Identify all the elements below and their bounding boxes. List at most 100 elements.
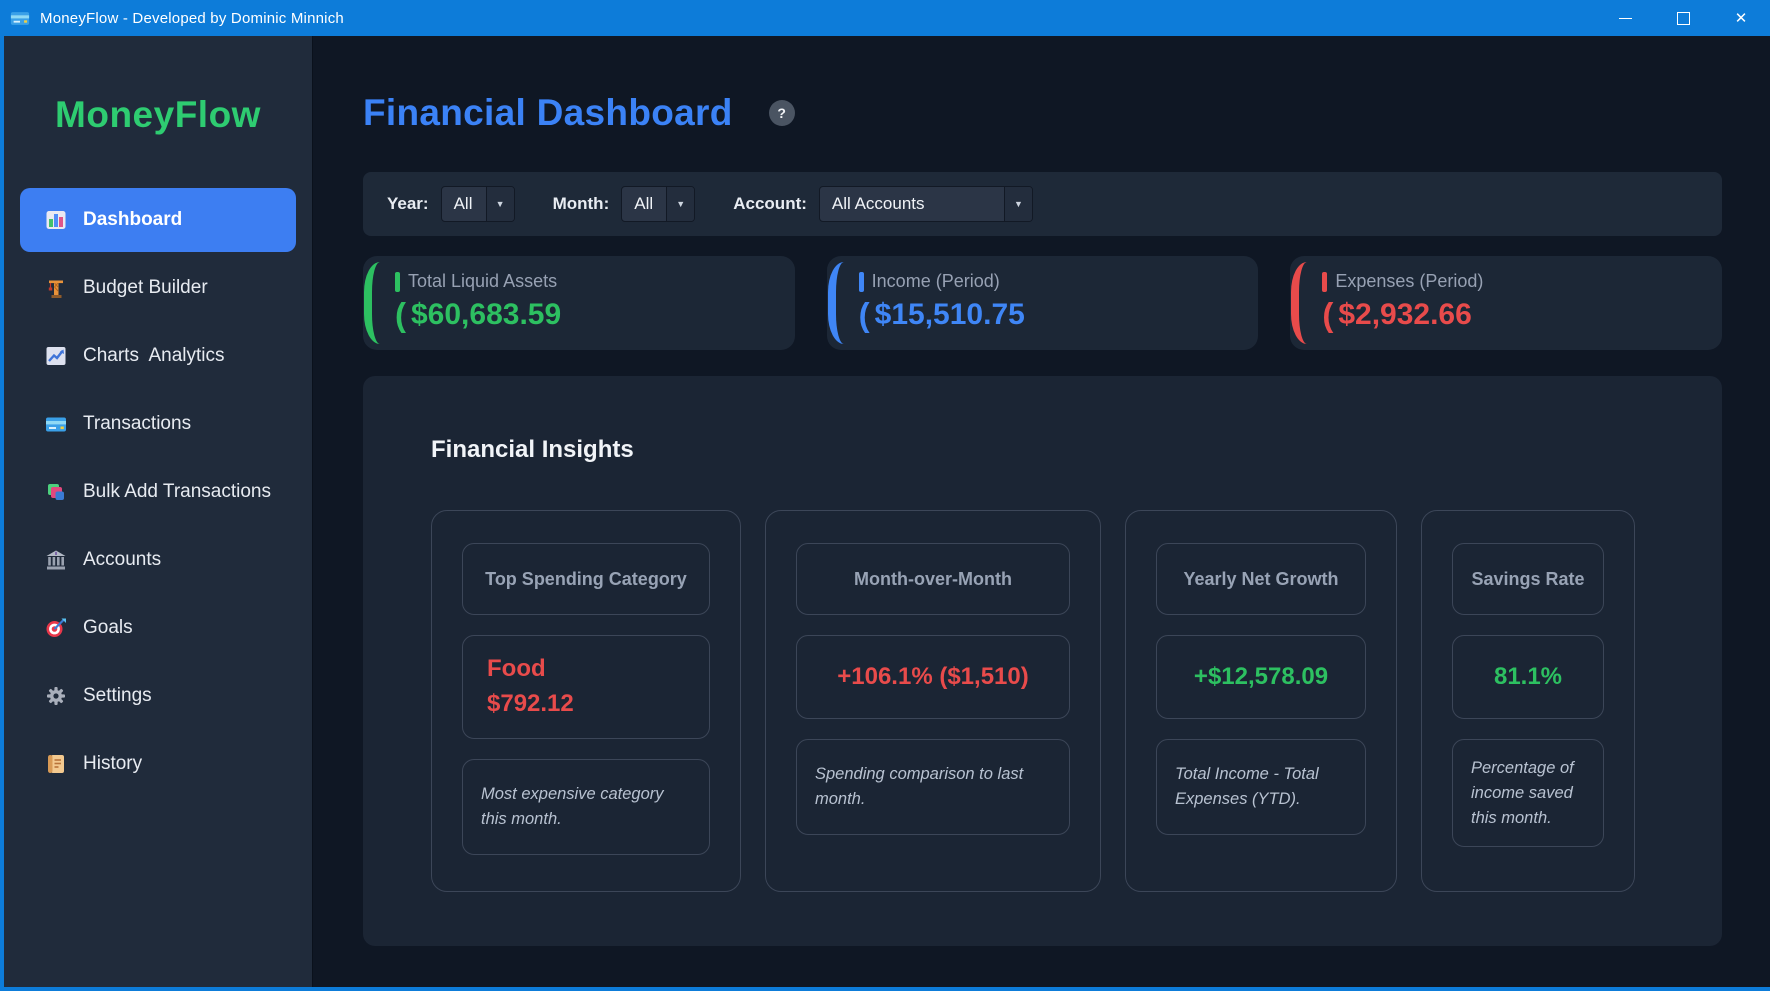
insight-value-line: Food (487, 655, 546, 683)
insight-card-top-spending-category: Top Spending Category Food $792.12 Most … (431, 510, 741, 892)
sidebar-item-bulk-add-transactions[interactable]: Bulk Add Transactions (20, 460, 296, 524)
stat-label: Expenses (Period) (1335, 271, 1484, 291)
insight-card-caption: Percentage of income saved this month. (1452, 739, 1604, 848)
insight-value-line: $792.12 (487, 690, 574, 717)
stat-color-bar (395, 271, 400, 292)
stat-card-expenses-period: Expenses (Period) ( $2,932.66 (1290, 256, 1723, 350)
insights-title: Financial Insights (431, 436, 634, 463)
insight-card-title: Yearly Net Growth (1156, 543, 1366, 615)
chevron-down-icon[interactable]: ▼ (666, 187, 695, 221)
app-logo: MoneyFlow (55, 94, 261, 135)
month-filter-label: Month: (552, 194, 610, 213)
sidebar-item-transactions[interactable]: Transactions (20, 392, 296, 456)
stat-card-income-period: Income (Period) ( $15,510.75 (826, 256, 1259, 350)
account-dropdown[interactable]: All Accounts ▼ (818, 186, 1033, 222)
sidebar-item-dashboard[interactable]: Dashboard (20, 188, 296, 252)
year-filter-label: Year: (387, 194, 429, 213)
main-content: Financial Dashboard ? Year: All ▼ Month:… (313, 36, 1770, 987)
insight-card-value: Food $792.12 (462, 635, 710, 739)
window-body: MoneyFlow Dashboard (0, 36, 1770, 991)
stat-card-total-liquid-assets: Total Liquid Assets ( $60,683.59 (363, 256, 795, 350)
sidebar-item-settings[interactable]: Settings (20, 664, 296, 728)
filter-bar: Year: All ▼ Month: All ▼ Account: All Ac… (363, 172, 1722, 236)
account-filter-label: Account: (733, 194, 807, 213)
sidebar-item-label: Charts Analytics (83, 345, 225, 366)
minimize-button[interactable] (1596, 0, 1654, 36)
stat-value: $15,510.75 (874, 298, 1025, 331)
insight-card-value: +106.1% ($1,510) (796, 635, 1070, 719)
sidebar-item-charts-analytics[interactable]: Charts Analytics (20, 324, 296, 388)
insight-value-line: +106.1% ($1,510) (837, 662, 1029, 690)
sidebar-item-label: Dashboard (83, 209, 183, 230)
stat-color-bar (858, 271, 864, 292)
sidebar-item-label: Bulk Add Transactions (83, 481, 271, 502)
chevron-down-icon[interactable]: ▼ (485, 187, 514, 221)
bracket-decoration (364, 262, 388, 344)
sidebar-item-label: Transactions (83, 413, 192, 434)
insight-value-line: +$12,578.09 (1193, 662, 1329, 690)
paren-decoration: ( (395, 296, 406, 333)
insight-card-title: Top Spending Category (462, 543, 710, 615)
minimize-icon (1618, 17, 1632, 19)
paren-decoration: ( (1322, 296, 1334, 333)
bar-chart-icon (44, 209, 68, 231)
bracket-decoration (827, 262, 852, 344)
stacked-cards-icon (44, 481, 68, 503)
bracket-decoration (1291, 262, 1315, 344)
insight-card-title: Month-over-Month (796, 543, 1070, 615)
maximize-icon (1676, 11, 1690, 25)
window-controls: ✕ (1596, 0, 1770, 36)
sidebar-nav: Dashboard (4, 188, 312, 796)
chevron-down-icon[interactable]: ▼ (1003, 187, 1032, 221)
insight-card-title: Savings Rate (1452, 543, 1604, 615)
month-dropdown-value: All (634, 194, 654, 213)
sidebar-item-history[interactable]: History (20, 732, 296, 796)
window-title: MoneyFlow - Developed by Dominic Minnich (40, 9, 344, 27)
sidebar-item-label: History (83, 753, 143, 774)
financial-insights-panel: Financial Insights Top Spending Category… (363, 376, 1722, 946)
sidebar-item-label: Settings (83, 685, 152, 706)
year-dropdown[interactable]: All ▼ (440, 186, 515, 222)
close-button[interactable]: ✕ (1712, 0, 1770, 36)
insight-card-caption: Most expensive category this month. (462, 759, 710, 855)
scroll-icon (44, 753, 68, 775)
page-header: Financial Dashboard ? (363, 92, 1722, 134)
sidebar-item-label: Budget Builder (83, 277, 208, 298)
sidebar-item-label: Goals (83, 617, 133, 638)
insight-card-caption: Total Income - Total Expenses (YTD). (1156, 739, 1366, 835)
insight-card-month-over-month: Month-over-Month +106.1% ($1,510) Spendi… (765, 510, 1101, 892)
stat-cards-row: Total Liquid Assets ( $60,683.59 Income … (363, 256, 1723, 350)
stat-color-bar (1322, 271, 1328, 292)
sidebar-item-budget-builder[interactable]: Budget Builder (20, 256, 296, 320)
gear-icon (44, 685, 68, 707)
year-dropdown-value: All (453, 194, 473, 213)
close-icon: ✕ (1734, 9, 1748, 27)
sidebar: MoneyFlow Dashboard (4, 36, 313, 987)
credit-card-icon (44, 416, 68, 433)
insight-cards-row: Top Spending Category Food $792.12 Most … (431, 510, 1662, 892)
stat-label: Total Liquid Assets (408, 271, 558, 291)
page-title: Financial Dashboard (363, 92, 733, 133)
sidebar-item-goals[interactable]: Goals (20, 596, 296, 660)
account-dropdown-value: All Accounts (831, 194, 925, 213)
paren-decoration: ( (858, 296, 870, 333)
construction-crane-icon (44, 277, 68, 299)
insight-card-value: 81.1% (1452, 635, 1604, 719)
insight-card-savings-rate: Savings Rate 81.1% Percentage of income … (1421, 510, 1635, 892)
chart-increasing-icon (44, 345, 68, 367)
maximize-button[interactable] (1654, 0, 1712, 36)
help-button[interactable]: ? (768, 100, 795, 126)
target-icon (44, 617, 68, 639)
stat-value: $2,932.66 (1338, 298, 1472, 331)
sidebar-item-accounts[interactable]: Accounts (20, 528, 296, 592)
insight-value-line: 81.1% (1493, 662, 1563, 690)
stat-label: Income (Period) (871, 271, 1000, 291)
insight-card-value: +$12,578.09 (1156, 635, 1366, 719)
insight-card-caption: Spending comparison to last month. (796, 739, 1070, 835)
titlebar: MoneyFlow - Developed by Dominic Minnich… (0, 0, 1770, 36)
sidebar-item-label: Accounts (83, 549, 162, 570)
month-dropdown[interactable]: All ▼ (621, 186, 696, 222)
bank-icon (44, 549, 68, 571)
app-credit-card-icon (10, 11, 30, 26)
